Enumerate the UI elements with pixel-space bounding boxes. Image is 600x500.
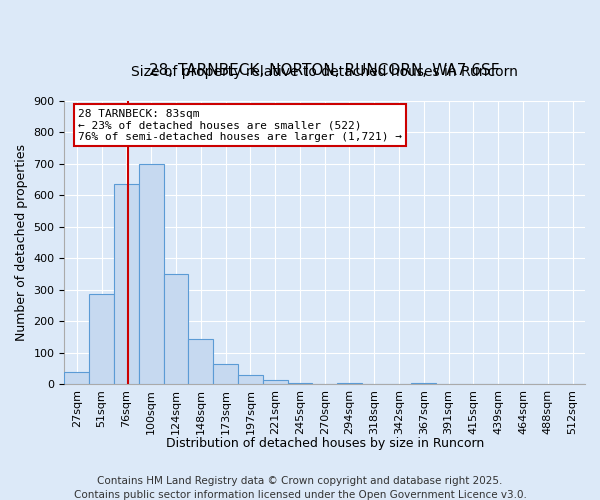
Bar: [263, 380, 287, 384]
Bar: [213, 364, 238, 384]
X-axis label: Distribution of detached houses by size in Runcorn: Distribution of detached houses by size …: [166, 437, 484, 450]
Bar: [89, 294, 114, 384]
Text: Contains HM Land Registry data © Crown copyright and database right 2025.
Contai: Contains HM Land Registry data © Crown c…: [74, 476, 526, 500]
Bar: [164, 274, 188, 384]
Bar: [337, 382, 362, 384]
Y-axis label: Number of detached properties: Number of detached properties: [15, 144, 28, 341]
Text: 28, TARNBECK, NORTON, RUNCORN, WA7 6SF: 28, TARNBECK, NORTON, RUNCORN, WA7 6SF: [149, 63, 500, 78]
Bar: [238, 375, 263, 384]
Bar: [114, 184, 139, 384]
Bar: [64, 372, 89, 384]
Title: Size of property relative to detached houses in Runcorn: Size of property relative to detached ho…: [131, 65, 518, 79]
Bar: [139, 164, 164, 384]
Bar: [287, 382, 313, 384]
Bar: [188, 338, 213, 384]
Text: 28 TARNBECK: 83sqm
← 23% of detached houses are smaller (522)
76% of semi-detach: 28 TARNBECK: 83sqm ← 23% of detached hou…: [78, 108, 402, 142]
Bar: [412, 382, 436, 384]
